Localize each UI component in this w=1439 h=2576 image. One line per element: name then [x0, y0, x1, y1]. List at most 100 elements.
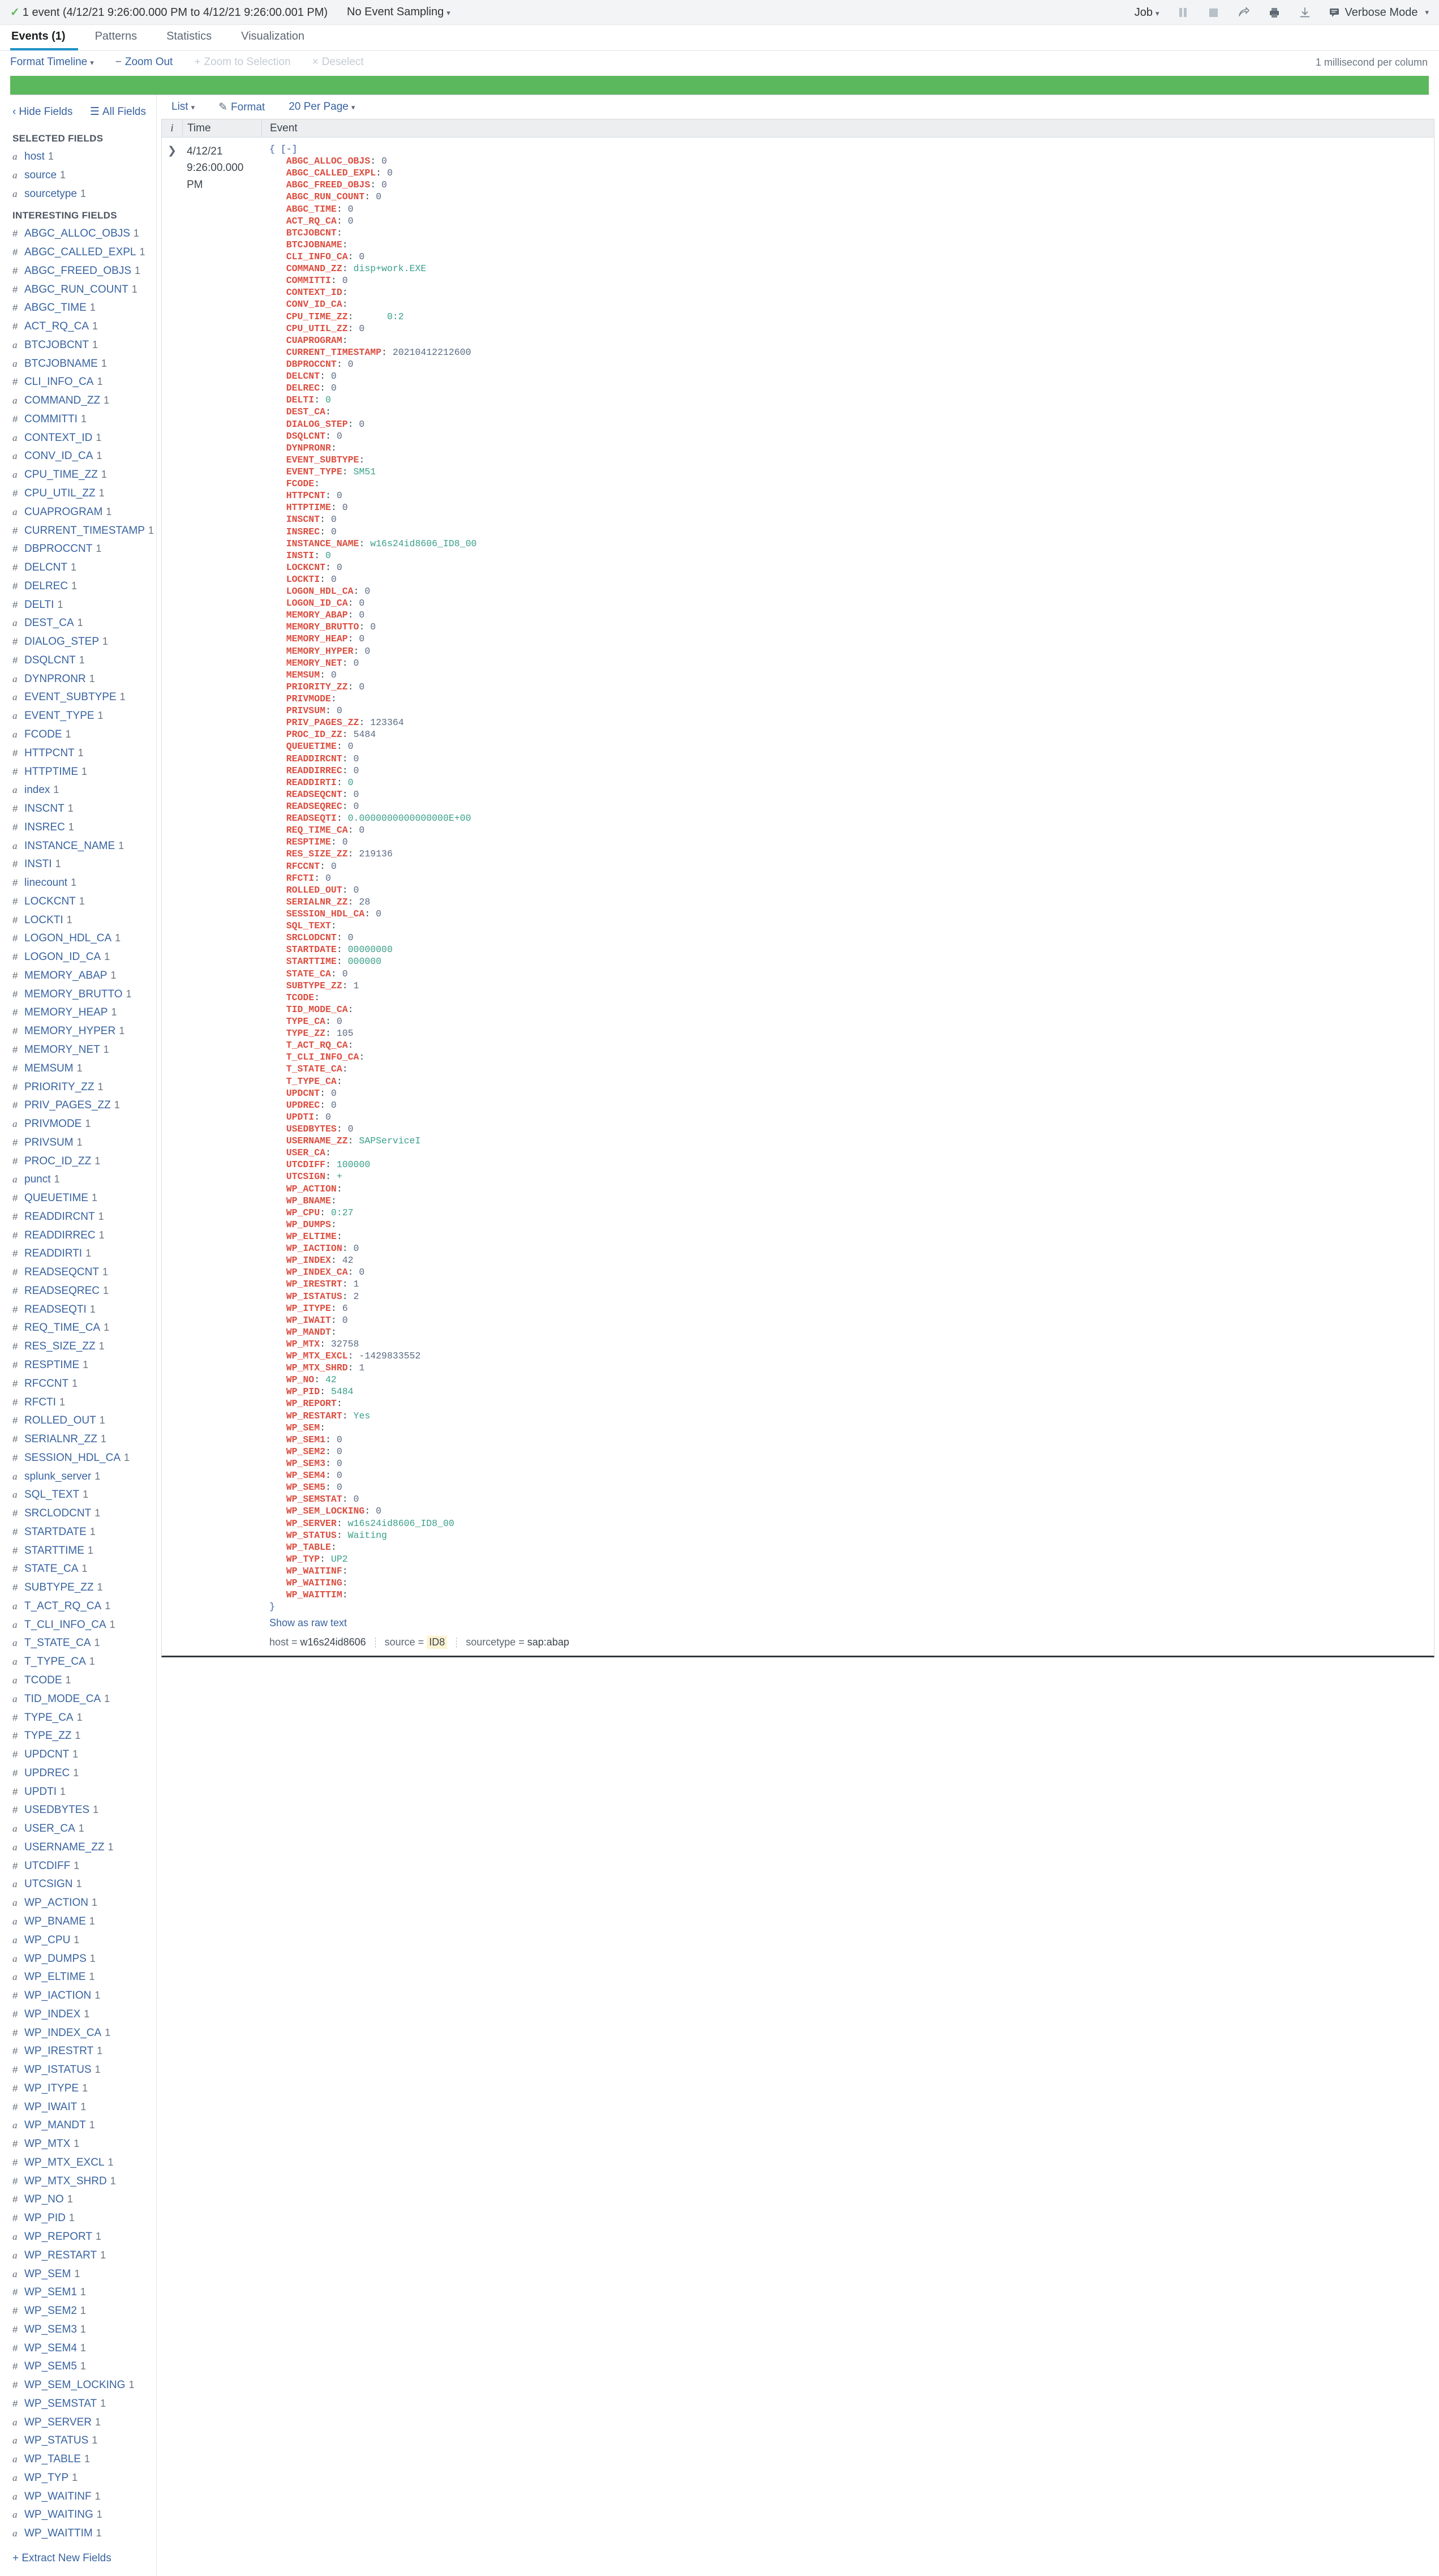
tab-statistics[interactable]: Statistics [165, 25, 224, 50]
interesting-field-memsum[interactable]: # MEMSUM 1 [0, 1060, 156, 1078]
json-value[interactable]: 0:2 [353, 311, 404, 322]
json-key[interactable]: WP_ITYPE [269, 1302, 331, 1314]
json-value[interactable]: 0 [320, 550, 331, 561]
interesting-field-wp_semstat[interactable]: # WP_SEMSTAT 1 [0, 2395, 156, 2414]
json-key[interactable]: SERIALNR_ZZ [269, 896, 348, 907]
json-value[interactable]: SM51 [347, 466, 376, 477]
interesting-field-wp_report[interactable]: a WP_REPORT 1 [0, 2228, 156, 2247]
interesting-field-serialnr_zz[interactable]: # SERIALNR_ZZ 1 [0, 1430, 156, 1449]
interesting-field-wp_pid[interactable]: # WP_PID 1 [0, 2209, 156, 2228]
interesting-field-readdircnt[interactable]: # READDIRCNT 1 [0, 1208, 156, 1227]
json-key[interactable]: ABGC_TIME [269, 203, 337, 215]
json-key[interactable]: DSQLCNT [269, 430, 326, 442]
json-key[interactable]: RFCCNT [269, 860, 320, 872]
interesting-field-wp_sem5[interactable]: # WP_SEM5 1 [0, 2358, 156, 2376]
interesting-field-splunk_server[interactable]: a splunk_server 1 [0, 1468, 156, 1486]
expand-row-icon[interactable]: ❯ [167, 145, 177, 157]
json-key[interactable]: WP_WAITTIM [269, 1589, 342, 1601]
json-value[interactable]: 2 [347, 1291, 359, 1302]
json-key[interactable]: EVENT_SUBTYPE [269, 454, 359, 465]
json-key[interactable]: INSTI [269, 550, 315, 561]
json-key[interactable]: UPDREC [269, 1099, 320, 1111]
json-key[interactable]: PRIORITY_ZZ [269, 681, 348, 692]
json-key[interactable]: WP_ACTION [269, 1183, 337, 1194]
json-value[interactable]: 123364 [364, 717, 404, 728]
json-key[interactable]: PRIVMODE [269, 693, 331, 705]
interesting-field-wp_sem3[interactable]: # WP_SEM3 1 [0, 2321, 156, 2339]
json-key[interactable]: SESSION_HDL_CA [269, 908, 365, 919]
interesting-field-wp_mandt[interactable]: a WP_MANDT 1 [0, 2116, 156, 2135]
json-key[interactable]: MEMORY_NET [269, 657, 342, 668]
json-key[interactable]: READSEQCNT [269, 788, 342, 800]
interesting-field-wp_mtx_shrd[interactable]: # WP_MTX_SHRD 1 [0, 2172, 156, 2191]
json-key[interactable]: PRIV_PAGES_ZZ [269, 717, 359, 728]
json-key[interactable]: COMMAND_ZZ [269, 263, 342, 275]
interesting-field-privmode[interactable]: a PRIVMODE 1 [0, 1115, 156, 1134]
interesting-field-res_size_zz[interactable]: # RES_SIZE_ZZ 1 [0, 1338, 156, 1356]
json-key[interactable]: BTCJOBNAME [269, 239, 342, 250]
json-key[interactable]: INSCNT [269, 514, 320, 525]
json-key[interactable]: T_TYPE_CA [269, 1075, 337, 1087]
json-key[interactable]: WP_MTX_EXCL [269, 1351, 348, 1362]
interesting-field-memory_abap[interactable]: # MEMORY_ABAP 1 [0, 967, 156, 985]
json-key[interactable]: LOCKTI [269, 573, 320, 585]
json-key[interactable]: READDIRCNT [269, 753, 342, 764]
json-value[interactable]: 00000000 [342, 944, 393, 955]
interesting-field-priv_pages_zz[interactable]: # PRIV_PAGES_ZZ 1 [0, 1096, 156, 1115]
interesting-field-dbproccnt[interactable]: # DBPROCCNT 1 [0, 540, 156, 559]
json-key[interactable]: DIALOG_STEP [269, 418, 348, 430]
interesting-field-priority_zz[interactable]: # PRIORITY_ZZ 1 [0, 1078, 156, 1097]
interesting-field-t_act_rq_ca[interactable]: a T_ACT_RQ_CA 1 [0, 1597, 156, 1616]
json-value[interactable]: 0 [353, 610, 365, 621]
interesting-field-abgc_run_count[interactable]: # ABGC_RUN_COUNT 1 [0, 281, 156, 299]
json-value[interactable]: 0 [342, 358, 354, 370]
json-key[interactable]: READDIRREC [269, 765, 342, 776]
json-key[interactable]: WP_INDEX_CA [269, 1267, 348, 1278]
json-key[interactable]: WP_SEM5 [269, 1482, 326, 1493]
per-page-dropdown[interactable]: 20 Per Page ▾ [289, 101, 355, 113]
interesting-field-readseqcnt[interactable]: # READSEQCNT 1 [0, 1263, 156, 1282]
json-key[interactable]: SRCLODCNT [269, 932, 337, 944]
stop-icon[interactable] [1206, 6, 1220, 19]
json-value[interactable]: 0 [330, 1458, 342, 1469]
interesting-field-inscnt[interactable]: # INSCNT 1 [0, 800, 156, 818]
all-fields-button[interactable]: ☰ All Fields [90, 105, 146, 118]
json-value[interactable]: 0 [325, 1087, 337, 1099]
json-key[interactable]: T_ACT_RQ_CA [269, 1040, 348, 1051]
interesting-field-memory_hyper[interactable]: # MEMORY_HYPER 1 [0, 1022, 156, 1041]
json-value[interactable]: 0 [325, 371, 337, 382]
json-value[interactable]: 0 [342, 203, 354, 215]
json-value[interactable]: 0 [336, 502, 348, 513]
interesting-field-wp_bname[interactable]: a WP_BNAME 1 [0, 1913, 156, 1931]
json-key[interactable]: WP_CPU [269, 1207, 320, 1218]
json-key[interactable]: INSTANCE_NAME [269, 538, 359, 549]
interesting-field-command_zz[interactable]: a COMMAND_ZZ 1 [0, 392, 156, 410]
json-key[interactable]: WP_IRESTRT [269, 1279, 342, 1290]
interesting-field-memory_net[interactable]: # MEMORY_NET 1 [0, 1041, 156, 1060]
interesting-field-wp_sem2[interactable]: # WP_SEM2 1 [0, 2302, 156, 2321]
interesting-field-wp_mtx_excl[interactable]: # WP_MTX_EXCL 1 [0, 2154, 156, 2172]
json-key[interactable]: TID_MODE_CA [269, 1004, 348, 1015]
json-value[interactable]: 0 [325, 669, 337, 680]
interesting-field-insti[interactable]: # INSTI 1 [0, 855, 156, 874]
json-key[interactable]: RESPTIME [269, 837, 331, 848]
json-key[interactable]: DYNPRONR [269, 442, 331, 453]
interesting-field-rolled_out[interactable]: # ROLLED_OUT 1 [0, 1412, 156, 1430]
interesting-field-abgc_called_expl[interactable]: # ABGC_CALLED_EXPL 1 [0, 243, 156, 262]
json-value[interactable]: 0 [330, 430, 342, 442]
interesting-field-readseqrec[interactable]: # READSEQREC 1 [0, 1282, 156, 1301]
interesting-field-req_time_ca[interactable]: # REQ_TIME_CA 1 [0, 1319, 156, 1338]
json-key[interactable]: CPU_TIME_ZZ [269, 311, 348, 322]
tab-visualization[interactable]: Visualization [240, 25, 317, 50]
interesting-field-subtype_zz[interactable]: # SUBTYPE_ZZ 1 [0, 1579, 156, 1597]
json-key[interactable]: ABGC_CALLED_EXPL [269, 168, 376, 179]
interesting-field-utcsign[interactable]: a UTCSIGN 1 [0, 1875, 156, 1894]
json-value[interactable]: Yes [347, 1410, 371, 1421]
json-key[interactable]: READDIRTI [269, 777, 337, 788]
json-value[interactable]: 0 [336, 1314, 348, 1326]
interesting-field-updrec[interactable]: # UPDREC 1 [0, 1764, 156, 1783]
json-value[interactable]: 105 [330, 1028, 354, 1039]
interesting-field-updcnt[interactable]: # UPDCNT 1 [0, 1746, 156, 1764]
json-value[interactable]: 1 [353, 1362, 365, 1374]
interesting-field-tcode[interactable]: a TCODE 1 [0, 1671, 156, 1690]
